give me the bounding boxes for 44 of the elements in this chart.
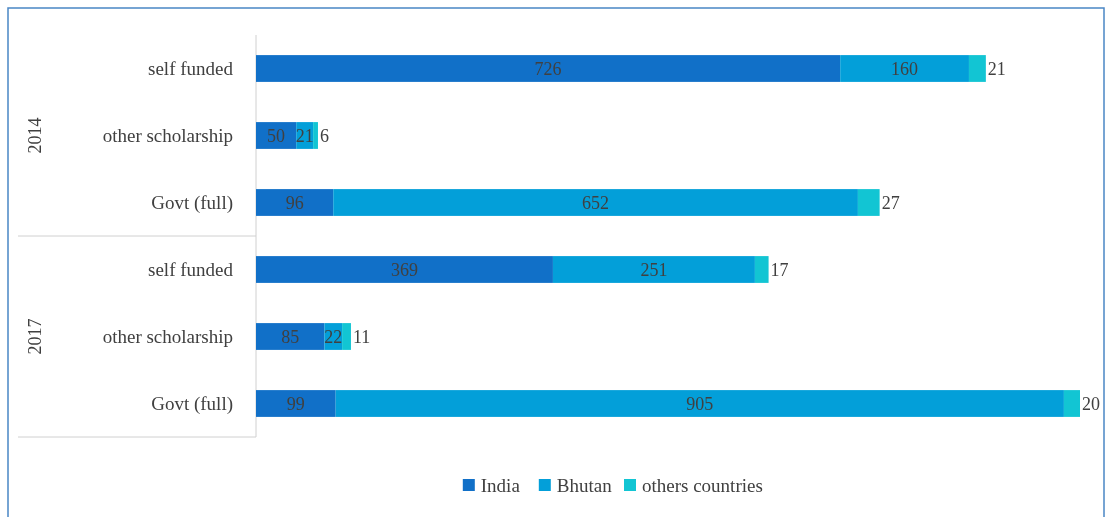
data-label: 369 [390,259,418,280]
bar [857,189,880,216]
text: 2014 [25,117,45,154]
data-label: 905 [686,393,714,414]
data-label: 85 [281,326,300,347]
y-tick-label: Govt (full) [151,192,233,215]
bar [256,256,553,283]
legend-label: others countries [642,474,763,496]
y-tick-label: other scholarship [102,125,233,147]
y-tick-label: self funded [148,259,234,281]
bar [968,55,986,82]
data-label: 17 [770,259,789,280]
data-label: 21 [295,125,314,146]
bar [256,189,334,216]
bar [342,323,351,350]
bar [335,390,1064,417]
y-tick-label: Govt (full) [151,393,233,416]
data-label: 251 [640,259,668,280]
bar [256,55,841,82]
bar [256,390,336,417]
data-label: 20 [1082,393,1100,414]
bar [552,256,755,283]
data-label: 50 [267,125,286,146]
data-label: 160 [891,58,919,79]
bar [840,55,969,82]
data-label: 6 [319,125,329,146]
text: 2017 [25,318,45,355]
bar [256,323,325,350]
data-label: 99 [286,393,305,414]
bar [754,256,769,283]
y-tick-label: other scholarship [102,326,233,348]
bar [333,189,858,216]
data-label: 27 [881,192,900,213]
legend-label: Bhutan [556,474,613,496]
data-label: 96 [285,192,304,213]
y-tick-label: self funded [148,58,234,80]
bar [1063,390,1080,417]
legend-label: India [480,474,521,496]
data-label: 11 [352,326,371,347]
data-label: 652 [582,192,610,213]
bar [313,122,318,149]
data-label: 726 [534,58,562,79]
data-label: 22 [324,326,343,347]
data-label: 21 [987,58,1006,79]
